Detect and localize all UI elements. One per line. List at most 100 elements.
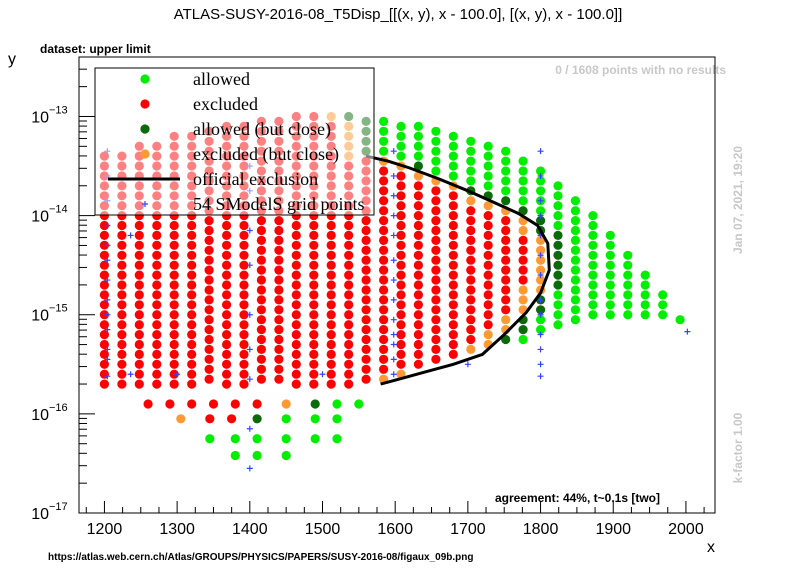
data-point-excluded [256,374,266,384]
data-point-excluded [413,290,423,300]
data-point-allowed [379,146,389,156]
data-point-excluded [396,171,406,181]
data-point-excluded [222,320,232,330]
no-results-note: 0 / 1608 points with no results [555,63,726,77]
data-point-excluded [152,290,162,300]
data-point-allowed [448,151,458,161]
data-point-excluded [431,206,441,216]
data-point-excluded [169,320,179,330]
data-point-allowed [658,300,668,310]
data-point-allowed [379,136,389,146]
data-point-allowed [332,399,342,409]
smodels-grid-point [390,356,397,363]
data-point-excluded [413,260,423,270]
data-point-excluded [274,315,284,325]
legend: allowed excluded allowed (but close) exclud… [94,67,375,216]
data-point-excluded [326,230,336,240]
data-point-excluded-close [176,414,186,424]
data-point-allowed [570,206,581,216]
data-point-allowed [588,270,598,280]
data-point-allowed-close [553,240,563,250]
data-point-allowed [396,121,406,131]
data-point-excluded [518,265,528,275]
data-point-excluded [274,275,284,285]
data-point-excluded [222,250,232,260]
data-point-allowed [501,146,511,156]
data-point-allowed [431,146,441,156]
data-point-excluded [134,320,144,330]
data-point-excluded [152,349,162,359]
data-point-excluded [204,255,214,265]
data-point-excluded [431,225,441,236]
data-point-excluded [187,369,197,379]
k-factor-note: k-factor 1.00 [731,412,745,483]
data-point-excluded [134,250,144,260]
data-point-excluded [379,295,389,305]
data-point-excluded [187,320,197,330]
data-point-excluded [134,230,144,240]
data-point-excluded [204,374,214,384]
smodels-grid-point [246,425,253,432]
data-point-allowed-close [553,260,563,270]
data-point-allowed [483,181,493,191]
data-point-excluded [431,255,441,265]
x-tick-label: 1800 [523,521,559,538]
data-point-excluded [152,359,162,369]
data-point-excluded [152,330,162,340]
data-point-allowed [431,126,441,136]
smodels-grid-point [104,373,111,380]
data-point-excluded [344,270,354,280]
data-point-excluded [187,280,197,290]
data-point-excluded [326,220,336,231]
data-point-excluded [239,250,249,260]
data-point-excluded [501,285,511,295]
data-point-excluded [117,260,127,270]
data-point-excluded [187,300,197,310]
data-point-allowed-close [553,270,563,280]
data-point-excluded [252,399,262,409]
data-point-excluded [309,359,319,369]
data-point-excluded [134,240,144,250]
data-point-excluded [99,330,109,340]
data-point-allowed [588,310,598,320]
data-point-excluded [134,280,144,290]
smodels-grid-point [246,262,253,269]
data-point-allowed [588,290,598,300]
data-point-excluded [134,379,144,389]
data-point-excluded [204,265,214,275]
data-point-excluded [448,201,458,211]
smodels-grid-point [537,346,544,353]
data-point-excluded [501,225,511,236]
data-point-excluded [152,220,162,231]
data-point-excluded [291,270,301,280]
data-point-allowed [536,166,546,176]
data-point-excluded [291,379,301,389]
data-point-allowed [354,399,364,409]
data-point-allowed-close [310,399,320,409]
data-point-excluded [99,270,109,280]
data-point-excluded [204,275,214,285]
data-point-allowed [281,434,291,444]
smodels-grid-point [390,148,397,155]
data-point-allowed [553,320,563,330]
data-point-excluded [152,320,162,330]
data-point-excluded [169,280,179,290]
data-point-excluded [222,310,232,320]
data-point-excluded [483,230,493,240]
data-point-allowed [413,141,423,151]
smodels-grid-point [390,296,397,303]
data-point-allowed [553,201,563,211]
data-point-excluded [204,216,214,226]
data-point-excluded [274,325,284,335]
data-point-excluded [134,330,144,340]
smodels-grid-point [537,172,544,179]
data-point-allowed [570,315,581,325]
data-point-excluded [117,369,127,379]
data-point-allowed [536,325,546,335]
data-point-excluded [396,330,406,340]
data-point-excluded [222,349,232,359]
data-point-allowed [396,151,406,161]
data-point-allowed-close [553,280,563,290]
data-point-excluded [466,275,476,285]
